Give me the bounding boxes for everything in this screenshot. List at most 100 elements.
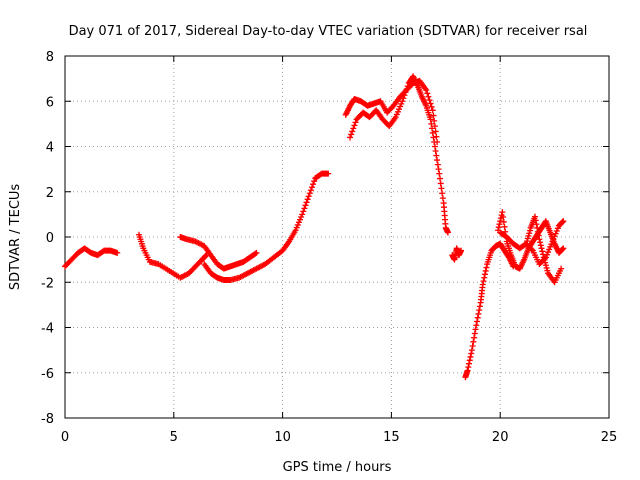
data-point xyxy=(534,228,541,235)
y-tick-label: 6 xyxy=(46,95,54,110)
y-tick-label: 2 xyxy=(46,186,54,201)
data-point xyxy=(436,175,443,182)
y-tick-label: 4 xyxy=(46,141,54,156)
data-point xyxy=(429,125,436,132)
data-point xyxy=(301,205,308,212)
data-point xyxy=(497,218,504,225)
data-point xyxy=(424,90,431,97)
data-point xyxy=(476,307,483,314)
data-point xyxy=(347,134,354,141)
data-point xyxy=(429,129,436,136)
data-point xyxy=(468,350,475,357)
x-tick-labels: 0 5 10 15 20 25 xyxy=(61,430,617,445)
data-point xyxy=(532,213,539,220)
data-point xyxy=(439,195,446,202)
series-segment-9 xyxy=(495,209,567,272)
data-point xyxy=(475,310,482,317)
data-point xyxy=(423,86,430,93)
data-point xyxy=(500,214,507,221)
data-point xyxy=(325,170,332,177)
y-tick-labels: -8 -6 -4 -2 0 2 4 6 8 xyxy=(41,50,54,427)
data-point xyxy=(538,245,545,252)
y-tick-label: 8 xyxy=(46,50,54,65)
data-point xyxy=(471,330,478,337)
series-segment-4 xyxy=(201,170,332,283)
series-segment-6 xyxy=(347,73,451,236)
data-point xyxy=(304,196,311,203)
data-point xyxy=(349,128,356,135)
data-point xyxy=(533,221,540,228)
data-series xyxy=(62,73,567,381)
data-point xyxy=(539,248,546,255)
data-point xyxy=(444,229,451,236)
data-point xyxy=(559,246,566,253)
data-point xyxy=(311,178,318,185)
data-point xyxy=(352,119,359,126)
data-point xyxy=(399,98,406,105)
data-point xyxy=(473,322,480,329)
data-point xyxy=(479,281,486,288)
data-point xyxy=(114,249,121,256)
data-point xyxy=(483,264,490,271)
data-point xyxy=(433,152,440,159)
data-point xyxy=(560,245,567,252)
data-point xyxy=(466,357,473,364)
axis-ticks xyxy=(64,55,610,419)
data-point xyxy=(252,250,259,257)
data-point xyxy=(500,218,507,225)
data-point xyxy=(308,184,315,191)
data-point xyxy=(467,353,474,360)
data-point xyxy=(559,218,566,225)
data-point xyxy=(435,166,442,173)
data-point xyxy=(302,202,309,209)
data-point xyxy=(431,143,438,150)
y-tick-label: -2 xyxy=(41,276,54,291)
data-point xyxy=(401,92,408,99)
data-point xyxy=(437,180,444,187)
chart-title: Day 071 of 2017, Sidereal Day-to-day VTE… xyxy=(69,24,588,39)
data-point xyxy=(433,133,440,140)
data-point xyxy=(471,334,478,341)
x-axis-label: GPS time / hours xyxy=(283,460,392,475)
data-point xyxy=(404,83,411,90)
x-tick-label: 15 xyxy=(383,430,400,445)
data-point xyxy=(537,242,544,249)
series-segment-5 xyxy=(342,77,441,145)
data-point xyxy=(202,252,209,259)
data-point xyxy=(348,131,355,138)
y-tick-label: -8 xyxy=(41,412,54,427)
data-point xyxy=(300,208,307,215)
data-point xyxy=(253,249,260,256)
data-point xyxy=(429,107,436,114)
data-point xyxy=(560,218,567,225)
data-point xyxy=(464,367,471,374)
data-point xyxy=(469,342,476,349)
data-point xyxy=(534,224,541,231)
data-point xyxy=(473,318,480,325)
series-segment-8 xyxy=(462,240,517,381)
y-tick-label: 0 xyxy=(46,231,54,246)
data-point xyxy=(438,185,445,192)
data-point xyxy=(432,148,439,155)
data-point xyxy=(430,112,437,119)
series-segment-1 xyxy=(62,245,121,270)
data-point xyxy=(458,247,465,254)
series-segment-7 xyxy=(449,245,465,263)
data-point xyxy=(434,157,441,164)
data-point xyxy=(495,224,502,231)
y-axis-label: SDTVAR / TECUs xyxy=(8,184,23,291)
data-point xyxy=(501,223,508,230)
data-point xyxy=(426,97,433,104)
data-point xyxy=(558,265,565,272)
data-point xyxy=(306,190,313,197)
data-point xyxy=(427,100,434,107)
data-point xyxy=(428,120,435,127)
data-point xyxy=(480,278,487,285)
data-point xyxy=(403,86,410,93)
x-tick-label: 25 xyxy=(601,430,618,445)
data-point xyxy=(532,217,539,224)
data-point xyxy=(466,360,473,367)
data-point xyxy=(482,267,489,274)
data-point xyxy=(434,161,441,168)
